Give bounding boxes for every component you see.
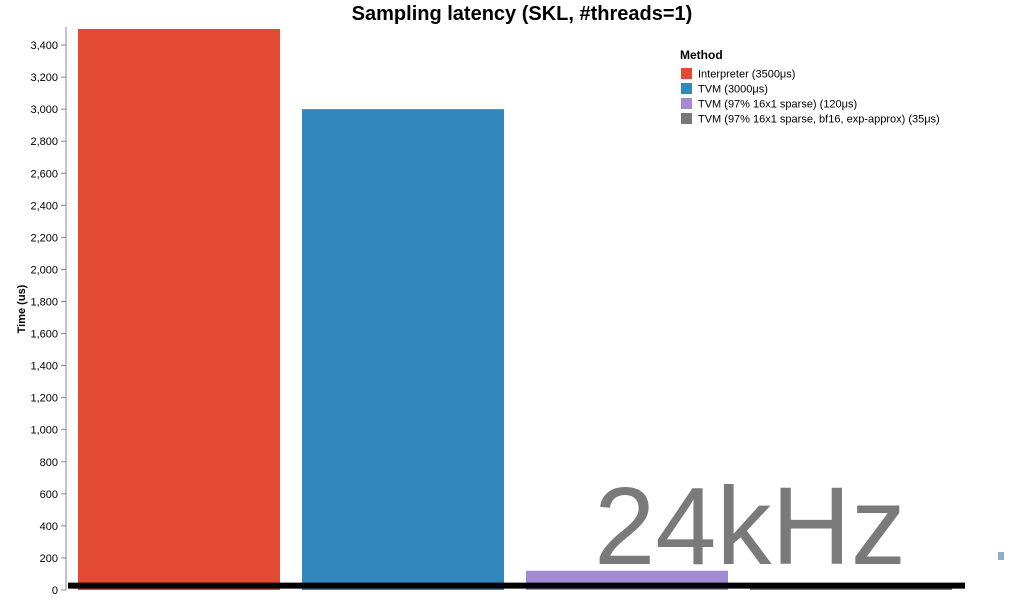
- legend-swatch: [681, 83, 692, 94]
- annotation-24khz: 24kHz: [594, 465, 906, 588]
- y-tick-label: 600: [40, 489, 58, 501]
- y-axis: 0 200 400 600 800 1,000 1,200 1,400 1,600 1,800 2,…: [30, 27, 67, 597]
- annotation-group: 24kHz: [594, 465, 906, 588]
- y-tick-label: 3,200: [30, 72, 58, 84]
- chart-title: Sampling latency (SKL, #threads=1): [352, 3, 693, 25]
- y-tick-label: 400: [40, 521, 58, 533]
- y-tick-label: 200: [40, 553, 58, 565]
- legend-label: TVM (97% 16x1 sparse) (120μs): [698, 99, 857, 111]
- legend-swatch: [681, 98, 692, 109]
- legend-label: TVM (97% 16x1 sparse, bf16, exp-approx) …: [698, 114, 940, 126]
- y-tick-label: 1,000: [30, 425, 58, 437]
- bars: [78, 29, 952, 591]
- y-tick-label: 1,200: [30, 393, 58, 405]
- y-tick-label: 1,600: [30, 329, 58, 341]
- y-tick-label: 2,000: [30, 264, 58, 276]
- y-tick-label: 0: [52, 585, 58, 597]
- legend-label: TVM (3000μs): [698, 84, 768, 96]
- legend-swatch: [681, 68, 692, 79]
- y-tick-label: 3,000: [30, 104, 58, 116]
- bar: [302, 109, 504, 591]
- y-tick-label: 2,400: [30, 200, 58, 212]
- y-tick-label: 2,800: [30, 136, 58, 148]
- legend-items: Interpreter (3500μs) TVM (3000μs) TVM (97%…: [681, 68, 940, 126]
- legend-swatch: [681, 113, 692, 124]
- legend: Method Interpreter (3500μs) TVM (3000μs) T…: [680, 48, 940, 126]
- y-tick-label: 1,400: [30, 361, 58, 373]
- y-axis-title: Time (us): [16, 284, 28, 333]
- bar: [78, 29, 280, 590]
- legend-label: Interpreter (3500μs): [698, 69, 795, 81]
- y-tick-label: 800: [40, 457, 58, 469]
- y-tick-label: 2,200: [30, 232, 58, 244]
- y-tick-label: 2,600: [30, 168, 58, 180]
- y-tick-label: 3,400: [30, 40, 58, 52]
- edge-marker: [998, 552, 1004, 560]
- legend-title: Method: [680, 48, 723, 62]
- y-tick-label: 1,800: [30, 296, 58, 308]
